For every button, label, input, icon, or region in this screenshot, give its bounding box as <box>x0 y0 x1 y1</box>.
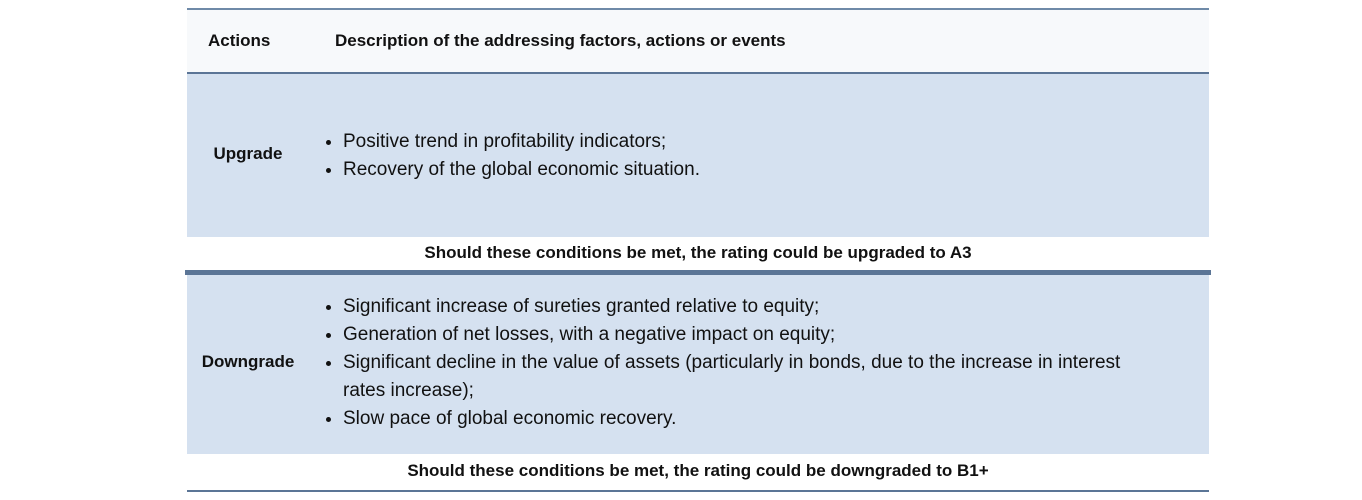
list-item: Positive trend in profitability indicato… <box>343 128 1123 156</box>
upgrade-row: Upgrade Positive trend in profitability … <box>187 74 1209 237</box>
list-item: Generation of net losses, with a negativ… <box>343 321 1123 349</box>
upgrade-factors-list: Positive trend in profitability indicato… <box>321 128 1123 184</box>
downgrade-label: Downgrade <box>201 352 295 371</box>
downgrade-row: Downgrade Significant increase of sureti… <box>187 275 1209 454</box>
list-item: Slow pace of global economic recovery. <box>343 405 1123 433</box>
upgrade-condition: Should these conditions be met, the rati… <box>187 237 1209 272</box>
upgrade-label: Upgrade <box>213 144 283 163</box>
table-header <box>187 10 1209 72</box>
header-actions: Actions <box>208 31 271 50</box>
table-bottom-rule <box>187 490 1209 492</box>
header-rule <box>187 72 1209 74</box>
section-divider <box>185 270 1211 275</box>
downgrade-condition: Should these conditions be met, the rati… <box>187 454 1209 492</box>
rating-drivers-table: Actions Description of the addressing fa… <box>185 8 1211 494</box>
list-item: Recovery of the global economic situatio… <box>343 156 1123 184</box>
table-top-rule <box>187 8 1209 10</box>
downgrade-factors-list: Significant increase of sureties granted… <box>321 293 1123 433</box>
list-item: Significant increase of sureties granted… <box>343 293 1123 321</box>
list-item: Significant decline in the value of asse… <box>343 349 1123 405</box>
header-description: Description of the addressing factors, a… <box>335 31 786 50</box>
